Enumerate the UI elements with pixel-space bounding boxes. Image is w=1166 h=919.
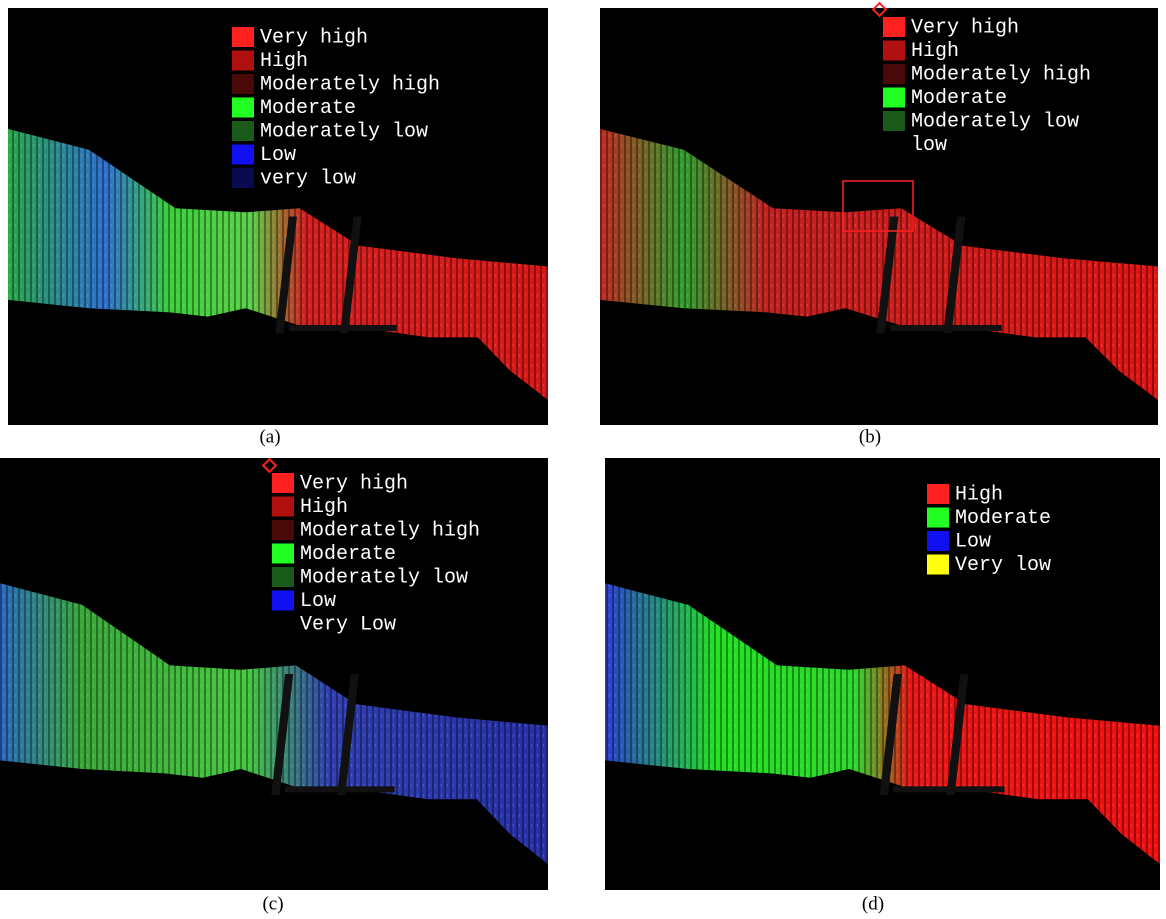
legend-label: Moderate <box>260 97 356 120</box>
legend-label: Moderate <box>300 543 396 566</box>
legend-label: Moderate <box>955 507 1051 530</box>
road <box>890 325 1002 331</box>
road <box>894 786 1005 792</box>
legend-swatch <box>272 520 294 540</box>
legend-label: High <box>911 40 959 63</box>
legend-label: Moderately high <box>300 519 480 542</box>
legend-swatch <box>272 567 294 587</box>
panel-caption: (b) <box>859 426 881 447</box>
legend-swatch <box>232 51 254 71</box>
legend-swatch <box>272 473 294 493</box>
page: {"panels": [ {"caption": "(a)", "legend"… <box>0 0 1166 919</box>
legend-label: Low <box>300 590 336 613</box>
legend-label: High <box>260 50 308 73</box>
legend-label: low <box>911 134 947 157</box>
legend-label: Moderately high <box>911 63 1091 86</box>
legend-label: Very Low <box>300 613 396 636</box>
legend-swatch <box>883 111 905 131</box>
legend-swatch <box>927 531 949 551</box>
legend-swatch <box>927 508 949 528</box>
legend-label: Very high <box>911 16 1019 39</box>
legend-swatch <box>232 98 254 118</box>
legend-swatch <box>927 555 949 575</box>
legend-swatch <box>883 88 905 108</box>
legend-swatch <box>232 27 254 47</box>
legend-swatch <box>272 591 294 611</box>
legend-label: Moderately low <box>911 110 1079 133</box>
legend-swatch <box>272 497 294 517</box>
legend-label: Very high <box>300 472 408 495</box>
panel-caption: (d) <box>862 893 884 914</box>
legend-label: Moderately low <box>300 566 468 589</box>
legend-swatch <box>883 17 905 37</box>
legend-swatch <box>232 145 254 165</box>
legend-label: High <box>300 496 348 519</box>
legend-swatch <box>883 64 905 84</box>
road <box>289 325 397 331</box>
legend-swatch <box>232 74 254 94</box>
legend-swatch <box>883 41 905 61</box>
legend-swatch <box>272 544 294 564</box>
figure: Very highHighModerately highModerateMode… <box>0 0 1166 919</box>
legend-label: High <box>955 483 1003 506</box>
road <box>285 786 395 792</box>
legend-label: Moderately low <box>260 120 428 143</box>
legend-label: Moderately high <box>260 73 440 96</box>
legend-swatch <box>232 121 254 141</box>
legend-label: very low <box>260 167 356 190</box>
legend-label: Very high <box>260 26 368 49</box>
panel-caption: (c) <box>262 893 283 914</box>
legend-swatch <box>232 168 254 188</box>
legend-label: Moderate <box>911 87 1007 110</box>
legend-swatch <box>927 484 949 504</box>
panel-caption: (a) <box>259 426 280 447</box>
legend-label: Low <box>955 530 991 553</box>
legend-label: Very low <box>955 554 1051 577</box>
legend-label: Low <box>260 144 296 167</box>
